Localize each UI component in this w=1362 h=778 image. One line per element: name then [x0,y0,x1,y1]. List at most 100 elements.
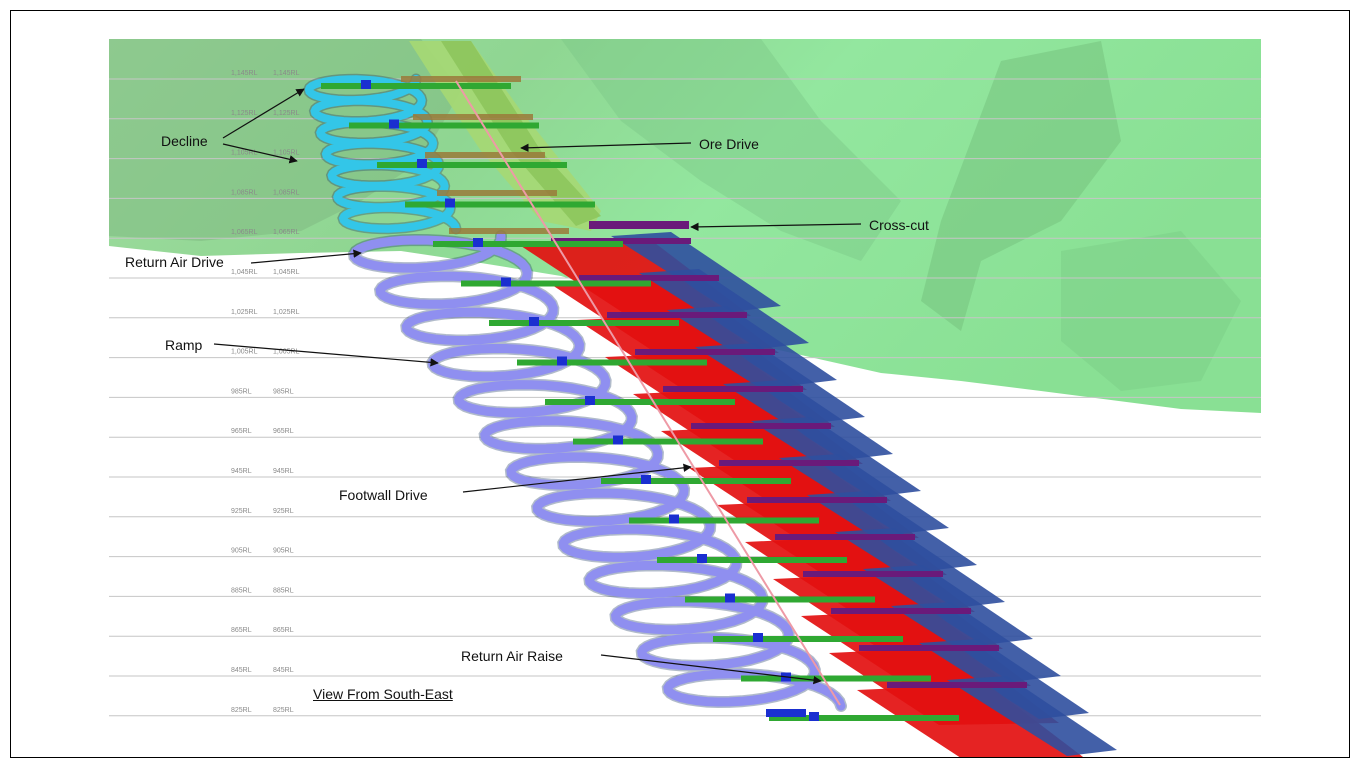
footwall-drive [741,675,931,682]
drive-marker [753,633,763,642]
footwall-drive [461,280,651,287]
label-decline: Decline [161,133,208,149]
footwall-drive [601,478,791,484]
level-label: 1,005RL [231,349,258,356]
level-label: 905RL [231,548,252,555]
decline-spiral [303,73,462,235]
level-label: 985RL [273,388,294,395]
level-label: 1,125RL [231,110,258,117]
drive-marker [725,593,735,603]
label-return-air-raise: Return Air Raise [461,648,563,664]
drive-cap [831,608,971,614]
level-label: 845RL [231,667,252,674]
drive-cap [887,682,1027,688]
arrow-footwall-drive [462,463,692,493]
mine-3d-view: 1,145RL 1,145RL 1,125RL 1,125RL 1,105RL 1,105… [109,39,1261,757]
drive-cap [719,460,859,466]
ore-drive-upper [413,114,533,120]
drive-cap [803,571,943,577]
level-label: 825RL [231,707,252,714]
ore-drive-slab [857,684,1084,757]
level-label: 1,085RL [231,189,258,196]
level-lines [109,78,1261,717]
drive-marker [669,514,679,524]
cross-cut-slab [947,676,1117,756]
level-label: 1,145RL [273,70,300,77]
level-label: 1,065RL [273,229,300,236]
arrow-ramp [213,343,439,367]
drive-marker [585,396,595,405]
level-label: 1,065RL [231,229,258,236]
footwall-drives [321,80,959,721]
level-label: 1,105RL [231,150,258,157]
ramp-path [349,231,846,711]
return-air-raise [455,80,841,706]
drive-cap [859,645,999,651]
footwall-drive [545,399,735,405]
drive-marker [389,119,399,129]
level-label: 825RL [273,707,294,714]
level-label: 865RL [273,627,294,634]
footwall-drive [377,162,567,168]
drive-marker [501,277,511,287]
level-label: 925RL [273,508,294,515]
terrain-shade-3 [921,41,1121,331]
bottom-marker [766,709,806,717]
ore-drive-upper [401,76,521,82]
level-label: 885RL [273,587,294,594]
annotation-arrows [213,88,862,685]
footwall-drive [321,83,511,89]
drive-marker [361,80,371,89]
ore-drive-upper [449,228,569,234]
level-label: 1,045RL [231,269,258,276]
drive-cap [747,497,887,503]
drive-cap [579,275,719,281]
drive-cap [663,386,803,392]
drive-marker [641,475,651,484]
level-label: 885RL [231,587,252,594]
drive-marker [445,198,455,208]
label-cross-cut: Cross-cut [869,217,929,233]
level-label: 1,145RL [231,70,258,77]
drive-marker [529,317,539,326]
terrain-shade-2 [561,39,901,261]
arrow-return-air-drive [250,249,362,264]
arrow-cross-cut [690,222,862,232]
footwall-drive [489,320,679,326]
drive-marker [697,554,707,563]
footwall-drive [657,557,847,563]
drive-marker [473,238,483,247]
ramp-spiral [347,230,847,712]
arrow-decline-2 [222,143,298,164]
level-label: 865RL [231,627,252,634]
drive-marker [809,712,819,721]
drive-marker [417,159,427,168]
level-label: 945RL [231,468,252,475]
decline-path [304,75,460,233]
terrain-shade-4 [1061,231,1241,391]
footwall-drive [685,596,875,603]
level-label: 965RL [273,428,294,435]
footwall-drive [769,715,959,721]
level-label: 985RL [231,388,252,395]
ore-drive-upper [437,190,557,196]
footwall-drive [405,201,595,208]
footwall-drive [517,359,707,366]
label-footwall-drive: Footwall Drive [339,487,428,503]
level-label: 1,005RL [273,349,300,356]
label-ramp: Ramp [165,337,203,353]
drive-cap [635,349,775,355]
diagram-frame: 1,145RL 1,145RL 1,125RL 1,125RL 1,105RL 1,105… [10,10,1350,758]
drive-cap [691,423,831,429]
level-label: 945RL [273,468,294,475]
level-label: 1,085RL [273,189,300,196]
level-labels: 1,145RL 1,145RL 1,125RL 1,125RL 1,105RL 1,105… [231,70,300,714]
ore-drive-upper [425,152,545,158]
arrow-return-air-raise [600,654,822,685]
footwall-drive [573,438,763,445]
footwall-drive [713,636,903,642]
drive-marker [557,356,567,366]
drive-cap [607,312,747,318]
footwall-drive [349,122,539,129]
arrow-decline-1 [222,88,305,139]
